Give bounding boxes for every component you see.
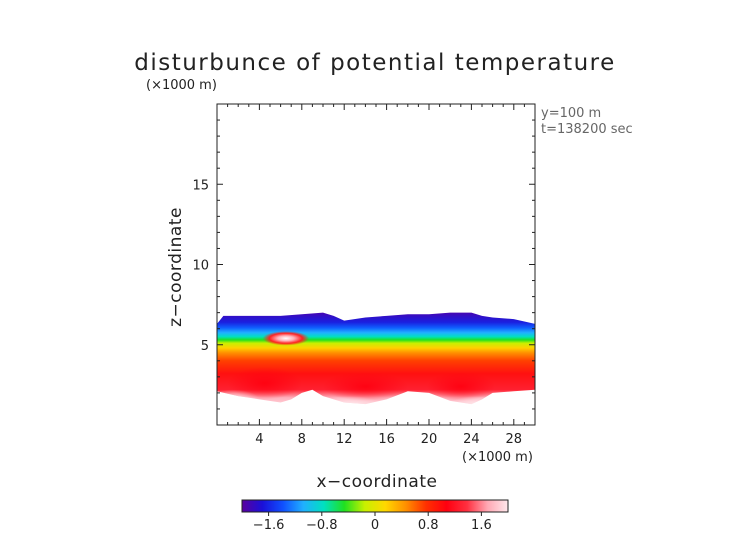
y-axis-label: z−coordinate	[166, 207, 186, 327]
x-tick-label-20: 20	[421, 432, 438, 447]
x-tick-label-24: 24	[463, 432, 480, 447]
x-tick-label-28: 28	[506, 432, 523, 447]
annotation-time: t=138200 sec	[541, 122, 633, 137]
x-unit-label: (×1000 m)	[462, 450, 533, 465]
x-axis-ticks: 4 8 12 16 20 24 28	[227, 104, 525, 447]
pale-region-3	[450, 396, 504, 405]
chart-title: disturbunce of potential temperature	[134, 50, 616, 76]
y-tick-label-10: 10	[192, 259, 209, 274]
y-tick-label-15: 15	[192, 178, 209, 193]
colorbar-tick-label: 0	[371, 518, 379, 532]
x-tick-label-4: 4	[255, 432, 263, 447]
y-axis-ticks: 5 10 15	[192, 119, 535, 410]
x-tick-label-16: 16	[378, 432, 395, 447]
colorbar-tick-label: −1.6	[253, 518, 285, 532]
y-unit-label: (×1000 m)	[146, 78, 217, 93]
y-tick-label-5: 5	[201, 339, 209, 354]
pale-region-2	[317, 396, 382, 405]
annotation-y-position: y=100 m	[541, 106, 601, 121]
colorbar-tick-label: 1.6	[471, 518, 492, 532]
x-axis-label: x−coordinate	[317, 472, 438, 492]
x-tick-label-8: 8	[298, 432, 306, 447]
pale-region-1	[217, 389, 260, 405]
x-tick-label-12: 12	[336, 432, 353, 447]
colorbar	[241, 499, 509, 513]
temperature-field	[217, 312, 535, 405]
colorbar-tick-label: 0.8	[418, 518, 439, 532]
warm-tongue	[262, 331, 310, 346]
hot-region-3	[426, 372, 495, 401]
hot-region-2	[323, 372, 408, 401]
colorbar-tick-label: −0.8	[306, 518, 338, 532]
colorbar-ticks: −1.6 −0.8 0 0.8 1.6	[253, 512, 492, 533]
